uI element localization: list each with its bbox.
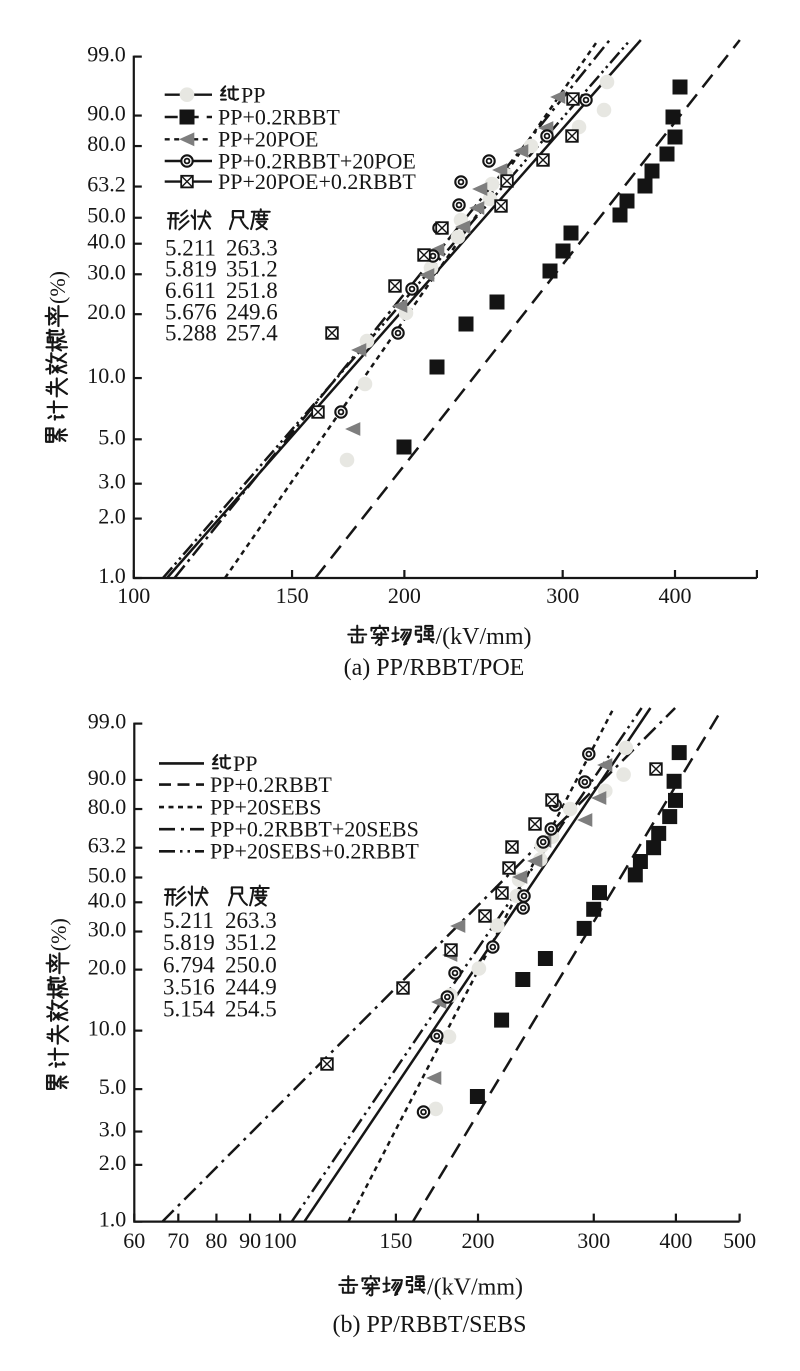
svg-text:PP: PP [241,82,265,107]
svg-text:PP+0.2RBBT: PP+0.2RBBT [210,772,332,797]
svg-text:254.5: 254.5 [225,997,277,1022]
svg-text:63.2: 63.2 [87,172,126,197]
svg-text:50.0: 50.0 [88,863,127,888]
svg-text:10.0: 10.0 [88,1016,127,1041]
svg-text:(%): (%) [45,271,70,304]
svg-text:351.2: 351.2 [226,257,278,282]
svg-text:PP+0.2RBBT+20SEBS: PP+0.2RBBT+20SEBS [210,817,419,842]
svg-text:80: 80 [205,1228,227,1253]
svg-text:(%): (%) [46,918,71,951]
svg-text:PP+20POE+0.2RBBT: PP+20POE+0.2RBBT [218,169,416,194]
svg-text:5.154: 5.154 [163,997,215,1022]
svg-text:(b) PP/RBBT/SEBS: (b) PP/RBBT/SEBS [332,1312,526,1338]
svg-text:263.3: 263.3 [225,908,277,933]
svg-text:6.611: 6.611 [165,278,216,303]
svg-text:300: 300 [577,1228,610,1253]
svg-text:5.288: 5.288 [165,321,217,346]
svg-text:3.516: 3.516 [163,974,215,999]
svg-text:5.819: 5.819 [163,930,215,955]
svg-text:90.0: 90.0 [88,765,127,790]
svg-text:257.4: 257.4 [226,321,278,346]
svg-text:80.0: 80.0 [88,794,127,819]
svg-text:63.2: 63.2 [88,833,127,858]
svg-text:6.794: 6.794 [163,952,215,977]
svg-text:400: 400 [659,1228,692,1253]
svg-text:244.9: 244.9 [225,974,277,999]
svg-text:2.0: 2.0 [98,504,126,529]
svg-text:40.0: 40.0 [87,229,126,254]
svg-text:351.2: 351.2 [225,930,277,955]
svg-text:1.0: 1.0 [98,563,126,588]
svg-text:60: 60 [123,1228,145,1253]
svg-text:PP+20SEBS+0.2RBBT: PP+20SEBS+0.2RBBT [210,839,419,864]
svg-text:PP: PP [233,751,257,776]
svg-text:30.0: 30.0 [88,917,127,942]
svg-text:90: 90 [239,1228,261,1253]
svg-text:251.8: 251.8 [226,278,278,303]
svg-text:150: 150 [379,1228,412,1253]
svg-text:5.0: 5.0 [99,1074,127,1099]
svg-text:3.0: 3.0 [99,1117,127,1142]
svg-text:500: 500 [723,1228,756,1253]
svg-text:100: 100 [264,1228,297,1253]
svg-text:100: 100 [117,583,150,608]
svg-text:/(kV/mm): /(kV/mm) [427,1275,523,1301]
svg-text:249.6: 249.6 [226,299,278,324]
svg-text:5.676: 5.676 [165,299,217,324]
svg-text:/(kV/mm): /(kV/mm) [436,624,532,650]
svg-text:50.0: 50.0 [87,203,126,228]
svg-text:PP+20POE: PP+20POE [218,127,318,152]
svg-text:(a) PP/RBBT/POE: (a) PP/RBBT/POE [344,655,525,681]
svg-text:PP+0.2RBBT: PP+0.2RBBT [218,104,340,129]
svg-text:263.3: 263.3 [226,235,278,260]
svg-text:250.0: 250.0 [225,952,277,977]
svg-text:300: 300 [546,583,579,608]
svg-text:5.0: 5.0 [98,424,126,449]
svg-text:2.0: 2.0 [99,1150,127,1175]
svg-text:3.0: 3.0 [98,469,126,494]
svg-text:20.0: 20.0 [87,299,126,324]
svg-text:10.0: 10.0 [87,363,126,388]
svg-text:40.0: 40.0 [88,887,127,912]
svg-text:200: 200 [462,1228,495,1253]
svg-text:1.0: 1.0 [99,1207,127,1232]
svg-text:70: 70 [167,1228,189,1253]
svg-text:5.819: 5.819 [165,257,217,282]
svg-text:5.211: 5.211 [165,235,216,260]
svg-text:99.0: 99.0 [87,42,126,67]
svg-text:PP+20SEBS: PP+20SEBS [210,795,321,820]
svg-text:400: 400 [659,583,692,608]
svg-text:90.0: 90.0 [87,101,126,126]
svg-text:150: 150 [276,583,309,608]
svg-text:200: 200 [388,583,421,608]
svg-text:5.211: 5.211 [163,908,214,933]
svg-text:80.0: 80.0 [87,131,126,156]
svg-text:20.0: 20.0 [88,955,127,980]
svg-text:PP+0.2RBBT+20POE: PP+0.2RBBT+20POE [218,148,416,173]
svg-text:99.0: 99.0 [88,709,127,734]
svg-text:30.0: 30.0 [87,259,126,284]
